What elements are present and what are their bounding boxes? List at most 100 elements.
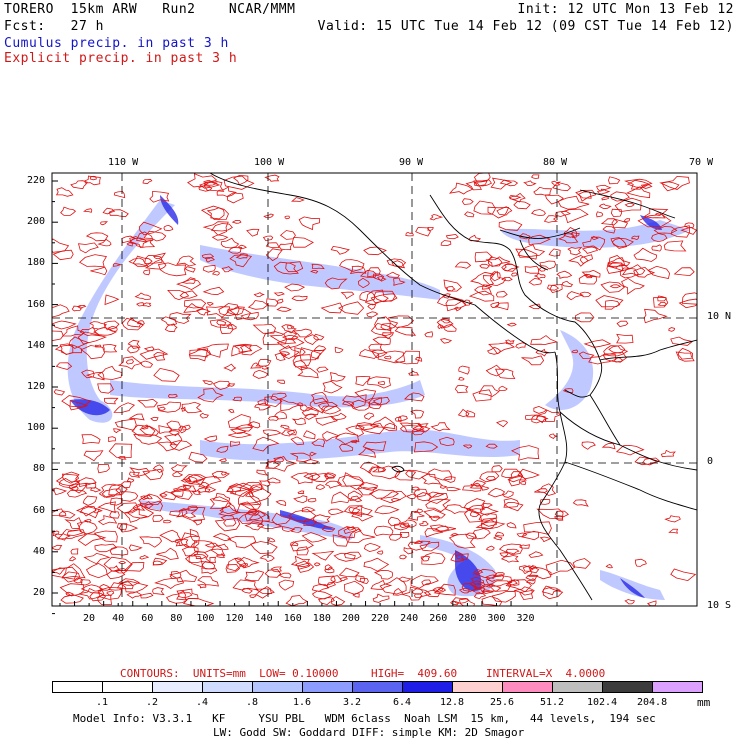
precip-contour bbox=[621, 277, 645, 295]
precip-contour bbox=[487, 487, 506, 498]
precip-contour bbox=[102, 343, 118, 353]
precip-contour bbox=[241, 587, 253, 594]
cumulus-core bbox=[455, 550, 482, 591]
x-tick-label: 280 bbox=[458, 613, 477, 624]
precip-contour bbox=[250, 362, 261, 369]
precip-contour bbox=[176, 508, 198, 519]
precip-contour bbox=[388, 533, 403, 541]
precip-contour bbox=[388, 516, 401, 527]
precip-contour bbox=[181, 506, 206, 521]
precip-contour bbox=[458, 598, 475, 606]
precip-contour bbox=[77, 533, 107, 546]
precip-contour bbox=[204, 180, 225, 192]
precip-contour bbox=[59, 343, 82, 355]
precip-contour bbox=[355, 575, 366, 583]
precip-contour bbox=[274, 352, 287, 361]
precip-contour bbox=[266, 477, 281, 484]
precip-contour bbox=[244, 510, 267, 522]
precip-contour bbox=[108, 325, 118, 332]
precip-contour bbox=[238, 489, 262, 506]
precip-contour bbox=[352, 593, 360, 598]
precip-contour bbox=[221, 266, 234, 273]
precip-contour bbox=[472, 528, 491, 540]
colorbar-label: 6.4 bbox=[393, 697, 412, 708]
precip-contour bbox=[190, 490, 202, 495]
precip-contour bbox=[318, 597, 335, 606]
precip-contour bbox=[393, 277, 406, 286]
precip-contour bbox=[264, 569, 282, 578]
precip-contour bbox=[153, 351, 166, 361]
precip-contour bbox=[273, 291, 285, 297]
x-tick-label: 80 bbox=[170, 613, 183, 624]
precip-contour bbox=[343, 505, 363, 517]
precip-contour bbox=[128, 544, 143, 552]
precip-contour bbox=[651, 233, 668, 243]
precip-contour bbox=[494, 302, 509, 311]
precip-contour bbox=[413, 508, 424, 514]
precip-contour bbox=[236, 501, 258, 514]
precip-contour bbox=[116, 502, 139, 514]
precip-contour bbox=[311, 590, 333, 600]
precip-contour bbox=[631, 235, 640, 241]
precip-contour bbox=[169, 440, 193, 451]
precip-contour bbox=[227, 323, 237, 330]
precip-contour bbox=[519, 589, 534, 601]
precip-contour bbox=[380, 490, 407, 504]
precip-contour bbox=[307, 498, 317, 503]
precip-contour bbox=[83, 552, 111, 565]
precip-contour bbox=[205, 306, 231, 318]
precip-contour bbox=[583, 339, 612, 348]
precip-contour bbox=[270, 392, 287, 401]
precip-contour bbox=[331, 596, 346, 606]
precip-contour bbox=[258, 480, 271, 487]
precip-contour bbox=[521, 355, 545, 366]
graticule bbox=[52, 173, 697, 606]
colorbar-label: 25.6 bbox=[490, 697, 515, 708]
precip-contour bbox=[334, 346, 344, 354]
precip-contour bbox=[253, 586, 273, 594]
precip-contour bbox=[487, 256, 503, 267]
precip-contour bbox=[60, 206, 77, 216]
precip-contour bbox=[182, 597, 215, 606]
precip-contour bbox=[184, 266, 196, 273]
precip-contour bbox=[500, 555, 520, 563]
precip-contour bbox=[485, 256, 511, 268]
precip-contour bbox=[127, 504, 155, 519]
precip-contour bbox=[203, 435, 218, 442]
precip-contour bbox=[363, 412, 375, 420]
precip-contour bbox=[209, 319, 232, 328]
precip-contour bbox=[392, 587, 404, 596]
precip-contour bbox=[490, 301, 500, 309]
precip-contour bbox=[276, 306, 292, 312]
precip-contour bbox=[311, 438, 326, 448]
precip-contour bbox=[528, 234, 551, 245]
precip-contour bbox=[253, 292, 265, 297]
precip-contour bbox=[152, 587, 165, 596]
precip-contour bbox=[465, 410, 476, 418]
precip-contour bbox=[247, 300, 269, 310]
precip-contour bbox=[136, 302, 145, 307]
precip-contour bbox=[209, 556, 217, 563]
precip-contour bbox=[623, 178, 653, 190]
precip-contour bbox=[301, 408, 319, 416]
precip-contour bbox=[245, 509, 260, 516]
x-tick-label: 40 bbox=[112, 613, 125, 624]
precip-contour bbox=[274, 411, 288, 420]
precip-contour bbox=[596, 211, 604, 218]
precip-contour bbox=[71, 305, 82, 312]
precip-contour bbox=[399, 554, 407, 560]
precip-contour bbox=[284, 283, 306, 292]
precip-contour bbox=[505, 339, 515, 345]
precip-contour bbox=[445, 504, 472, 515]
precip-contour bbox=[78, 587, 105, 600]
border-ecuador bbox=[564, 461, 697, 511]
precip-contour bbox=[264, 396, 283, 408]
precip-contour bbox=[164, 433, 183, 446]
precip-contour bbox=[163, 224, 174, 232]
precip-contour bbox=[633, 247, 658, 262]
precip-contour bbox=[530, 335, 559, 346]
precip-contour bbox=[313, 333, 325, 341]
precip-contour bbox=[310, 269, 319, 274]
y-tick-label: 180 bbox=[27, 257, 46, 269]
precip-contour bbox=[116, 581, 134, 590]
